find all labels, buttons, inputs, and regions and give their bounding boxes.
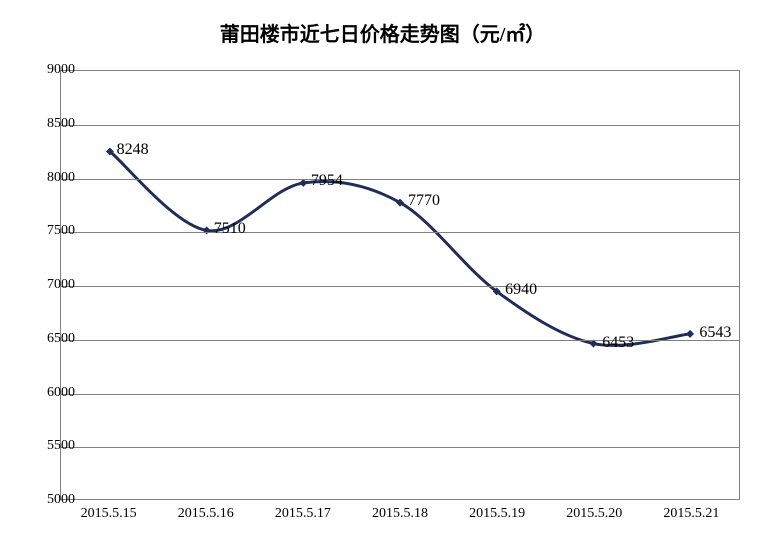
gridline xyxy=(61,125,739,126)
xtick-label: 2015.5.21 xyxy=(663,506,719,522)
data-label: 6543 xyxy=(699,324,731,342)
ytick-label: 7500 xyxy=(25,223,75,239)
price-line xyxy=(110,151,690,345)
xtick-label: 2015.5.19 xyxy=(469,506,525,522)
ytick-label: 6000 xyxy=(25,385,75,401)
ytick-label: 6500 xyxy=(25,331,75,347)
gridline xyxy=(61,340,739,341)
gridline xyxy=(61,286,739,287)
gridline xyxy=(61,232,739,233)
data-label: 6453 xyxy=(602,334,634,352)
ytick-label: 5000 xyxy=(25,492,75,508)
ytick-label: 5500 xyxy=(25,438,75,454)
chart-line-layer xyxy=(61,71,739,499)
ytick-label: 7000 xyxy=(25,277,75,293)
data-label: 7954 xyxy=(311,172,343,190)
chart-title: 莆田楼市近七日价格走势图（元/㎡） xyxy=(0,18,765,47)
xtick-label: 2015.5.18 xyxy=(372,506,428,522)
xtick-label: 2015.5.20 xyxy=(566,506,622,522)
xtick-label: 2015.5.17 xyxy=(275,506,331,522)
data-marker xyxy=(299,179,307,187)
data-label: 8248 xyxy=(117,141,149,159)
ytick-label: 9000 xyxy=(25,62,75,78)
data-label: 7770 xyxy=(408,192,440,210)
ytick-label: 8000 xyxy=(25,170,75,186)
gridline xyxy=(61,394,739,395)
xtick-label: 2015.5.16 xyxy=(178,506,234,522)
gridline xyxy=(61,447,739,448)
gridline xyxy=(61,179,739,180)
data-marker xyxy=(686,330,694,338)
plot-area xyxy=(60,70,740,500)
ytick-label: 8500 xyxy=(25,116,75,132)
data-label: 6940 xyxy=(505,281,537,299)
xtick-label: 2015.5.15 xyxy=(81,506,137,522)
data-label: 7510 xyxy=(214,220,246,238)
